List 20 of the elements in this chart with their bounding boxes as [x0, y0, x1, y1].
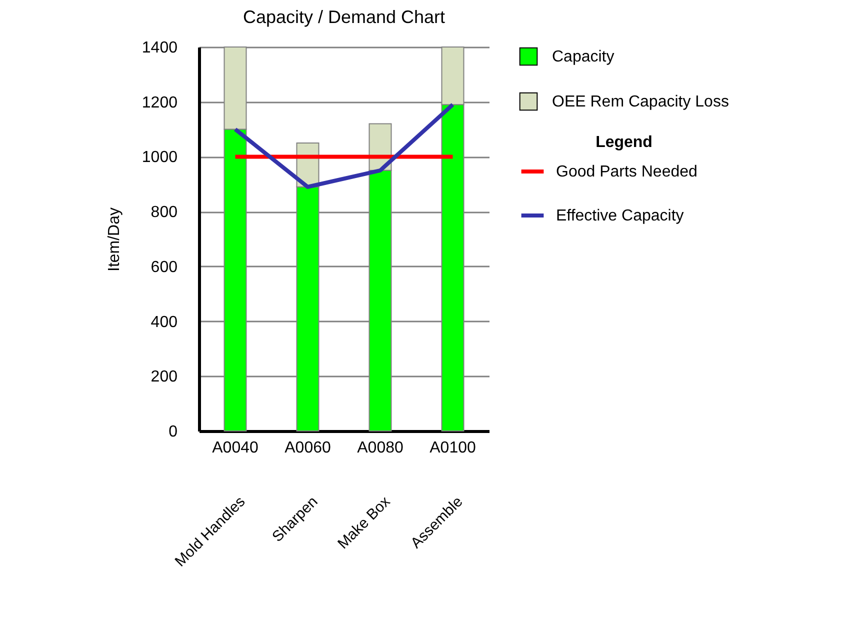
y-tick-label: 1200 — [142, 94, 178, 112]
y-tick-label: 600 — [150, 258, 178, 276]
legend-label: Good Parts Needed — [556, 164, 698, 180]
y-tick-label: 200 — [150, 368, 178, 386]
y-tick-label: 1400 — [142, 40, 178, 56]
y-tick-label: 400 — [150, 314, 178, 331]
y-axis-title: Item/Day — [106, 207, 123, 272]
legend-label: OEE Rem Capacity Loss — [552, 94, 729, 110]
x-tick-label: A0100 — [430, 440, 476, 456]
y-tick-label: 800 — [150, 204, 178, 222]
line-series — [233, 102, 455, 189]
legend-label: Effective Capacity — [556, 208, 684, 224]
y-tick-label: 1000 — [142, 149, 178, 166]
x-tick-label: A0040 — [212, 440, 258, 456]
chart-title: Capacity / Demand Chart — [242, 7, 446, 27]
legend-label: Capacity — [552, 48, 614, 66]
legend-title: Legend — [596, 134, 652, 151]
x-tick-label: A0080 — [357, 440, 404, 456]
y-tick-label: 0 — [168, 424, 178, 440]
x-tick-label: A0060 — [284, 440, 331, 456]
